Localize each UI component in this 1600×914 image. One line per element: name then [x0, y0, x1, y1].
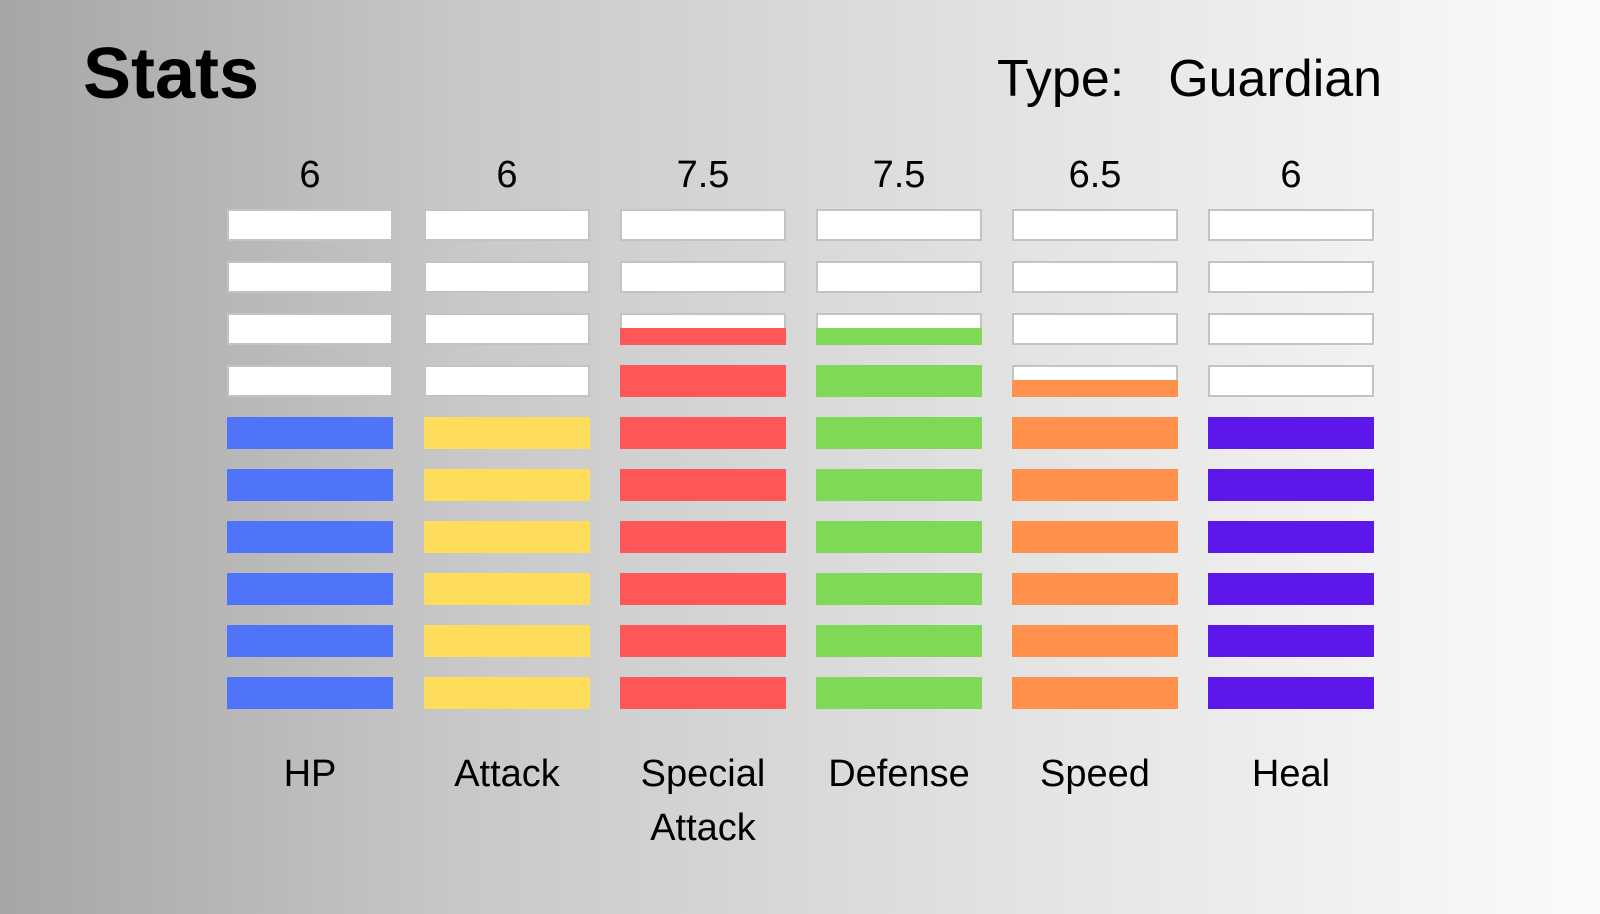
bar-segment-empty — [424, 365, 590, 397]
bar-segment-fill — [227, 677, 393, 709]
bar-segment-fill — [816, 677, 982, 709]
bar-segment-fill — [1012, 469, 1178, 501]
bar-segment-empty — [1208, 313, 1374, 345]
bar-segment-fill — [227, 417, 393, 449]
bar-segment-empty — [1208, 209, 1374, 241]
bar-segment-fill — [1012, 573, 1178, 605]
bar-segment-fill — [1012, 677, 1178, 709]
value-label: 7.5 — [677, 154, 730, 196]
category-label: Attack — [454, 753, 561, 795]
bar-segment-fill — [1012, 380, 1178, 397]
category-label: Special Attack — [641, 753, 766, 849]
bar-segment-fill — [620, 677, 786, 709]
bar-segment-fill — [1012, 625, 1178, 657]
bar-segment-fill — [816, 328, 982, 345]
bar-segment-empty — [816, 261, 982, 293]
category-label: Defense — [828, 753, 970, 795]
bar-segment-fill — [424, 573, 590, 605]
bar-segment-empty — [1208, 365, 1374, 397]
bar-segment-empty — [1012, 209, 1178, 241]
bar-segment-empty — [620, 261, 786, 293]
bar-segment-fill — [620, 365, 786, 397]
bar-segment-fill — [227, 573, 393, 605]
bar-segment-empty — [620, 209, 786, 241]
bar-segment-empty — [227, 313, 393, 345]
bar-segment-fill — [1208, 417, 1374, 449]
bar-segment-fill — [227, 521, 393, 553]
value-label: 6 — [1280, 154, 1301, 196]
bar-segment-fill — [1208, 677, 1374, 709]
bar-segment-empty — [424, 261, 590, 293]
type-value: Guardian — [1168, 50, 1383, 108]
bar-segment-fill — [1208, 469, 1374, 501]
bar-segment-fill — [1012, 521, 1178, 553]
bar-segment-empty — [816, 209, 982, 241]
bar-segment-fill — [1208, 625, 1374, 657]
bar-segment-fill — [424, 469, 590, 501]
bar-segment-fill — [620, 328, 786, 345]
type-line: Type: Guardian — [997, 53, 1382, 105]
bar-segment-fill — [424, 417, 590, 449]
bar-segment-fill — [816, 417, 982, 449]
bar-segment-fill — [1012, 417, 1178, 449]
bar-segment-fill — [424, 625, 590, 657]
bar-segment-fill — [1208, 521, 1374, 553]
value-label: 6.5 — [1069, 154, 1122, 196]
bar-segment-fill — [620, 469, 786, 501]
page-title: Stats — [83, 34, 260, 114]
category-label: HP — [284, 753, 337, 795]
bar-segment-empty — [1012, 261, 1178, 293]
bar-segment-empty — [424, 313, 590, 345]
bar-segment-fill — [227, 469, 393, 501]
bar-segment-empty — [424, 209, 590, 241]
bar-segment-fill — [620, 625, 786, 657]
bar-segment-fill — [424, 521, 590, 553]
bar-segment-empty — [227, 365, 393, 397]
bar-segment-fill — [620, 521, 786, 553]
value-label: 6 — [496, 154, 517, 196]
bar-segment-fill — [620, 573, 786, 605]
value-label: 7.5 — [873, 154, 926, 196]
bar-segment-empty — [1012, 313, 1178, 345]
bar-segment-fill — [424, 677, 590, 709]
bar-segment-empty — [227, 209, 393, 241]
bar-segment-fill — [816, 469, 982, 501]
category-label: Speed — [1040, 753, 1150, 795]
bar-segment-fill — [1208, 573, 1374, 605]
bar-segment-fill — [816, 625, 982, 657]
bar-segment-fill — [620, 417, 786, 449]
bar-segment-fill — [816, 573, 982, 605]
bar-segment-fill — [227, 625, 393, 657]
bar-segment-fill — [816, 521, 982, 553]
category-label: Heal — [1252, 753, 1330, 795]
type-label: Type: — [997, 50, 1125, 108]
bar-segment-fill — [816, 365, 982, 397]
bar-segment-empty — [227, 261, 393, 293]
bar-segment-empty — [1208, 261, 1374, 293]
value-label: 6 — [299, 154, 320, 196]
